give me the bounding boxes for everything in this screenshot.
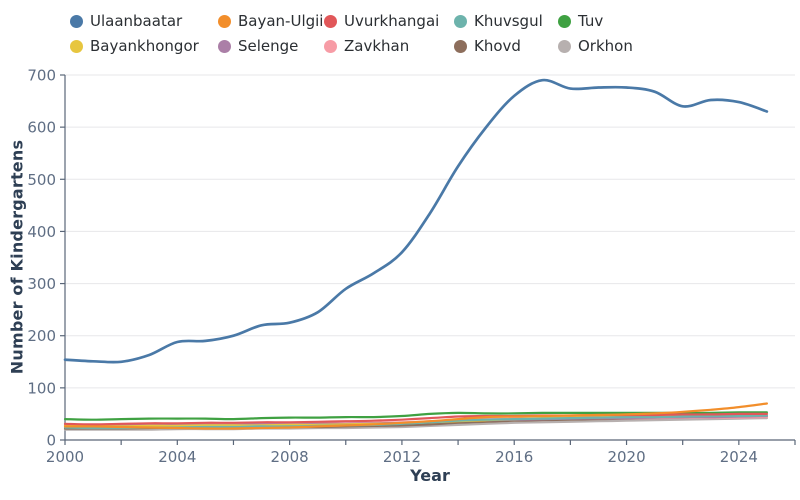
x-tick-label: 2024	[720, 448, 758, 466]
legend-label: Bayan-Ulgii	[238, 12, 324, 30]
y-tick-label: 700	[27, 67, 56, 85]
legend-item-tuv: Tuv	[558, 10, 633, 32]
series-line-uvurkhangai	[63, 412, 768, 426]
legend-item-khovd: Khovd	[454, 35, 558, 57]
legend-dot-icon	[70, 14, 83, 28]
y-axis-title: Number of Kindergartens	[7, 139, 27, 375]
legend-dot-icon	[70, 39, 83, 53]
legend-item-khuvsgul: Khuvsgul	[454, 10, 558, 32]
legend-dot-icon	[454, 14, 467, 28]
legend-label: Zavkhan	[344, 37, 410, 55]
legend-item-bayan-ulgii: Bayan-Ulgii	[218, 10, 324, 32]
x-axis-title: Year	[410, 466, 450, 485]
y-tick-label: 300	[27, 275, 56, 293]
x-tick-label: 2016	[495, 448, 533, 466]
legend-dot-icon	[558, 39, 571, 53]
legend-item-selenge: Selenge	[218, 35, 324, 57]
legend-dot-icon	[218, 39, 231, 53]
legend-dot-icon	[454, 39, 467, 53]
legend-label: Bayankhongor	[90, 37, 199, 55]
chart-legend: Ulaanbaatar Bayan-Ulgii Uvurkhangai Khuvsgu…	[70, 10, 633, 57]
legend-item-ulaanbaatar: Ulaanbaatar	[70, 10, 218, 32]
y-tick-label: 0	[46, 432, 56, 450]
x-tick-label: 2008	[271, 448, 309, 466]
legend-item-bayankhongor: Bayankhongor	[70, 35, 218, 57]
legend-dot-icon	[218, 14, 231, 28]
x-tick-label: 2004	[158, 448, 196, 466]
x-tick-label: 2020	[607, 448, 645, 466]
legend-label: Tuv	[578, 12, 604, 30]
x-tick-label: 2012	[383, 448, 421, 466]
y-tick-label: 400	[27, 223, 56, 241]
legend-item-orkhon: Orkhon	[558, 35, 633, 57]
y-tick-label: 600	[27, 119, 56, 137]
legend-label: Khuvsgul	[474, 12, 543, 30]
legend-dot-icon	[558, 14, 571, 28]
legend-label: Orkhon	[578, 37, 633, 55]
legend-label: Selenge	[238, 37, 299, 55]
series-line-bayan-ulgii	[63, 402, 768, 430]
x-tick-label: 2000	[46, 448, 84, 466]
legend-dot-icon	[324, 14, 337, 28]
y-tick-label: 200	[27, 327, 56, 345]
legend-item-uvurkhangai: Uvurkhangai	[324, 10, 454, 32]
legend-dot-icon	[324, 39, 337, 53]
legend-item-zavkhan: Zavkhan	[324, 35, 454, 57]
series-line-ulaanbaatar	[63, 78, 769, 364]
legend-label: Ulaanbaatar	[90, 12, 183, 30]
legend-label: Uvurkhangai	[344, 12, 440, 30]
y-tick-label: 500	[27, 171, 56, 189]
y-tick-label: 100	[27, 379, 56, 397]
legend-label: Khovd	[474, 37, 521, 55]
